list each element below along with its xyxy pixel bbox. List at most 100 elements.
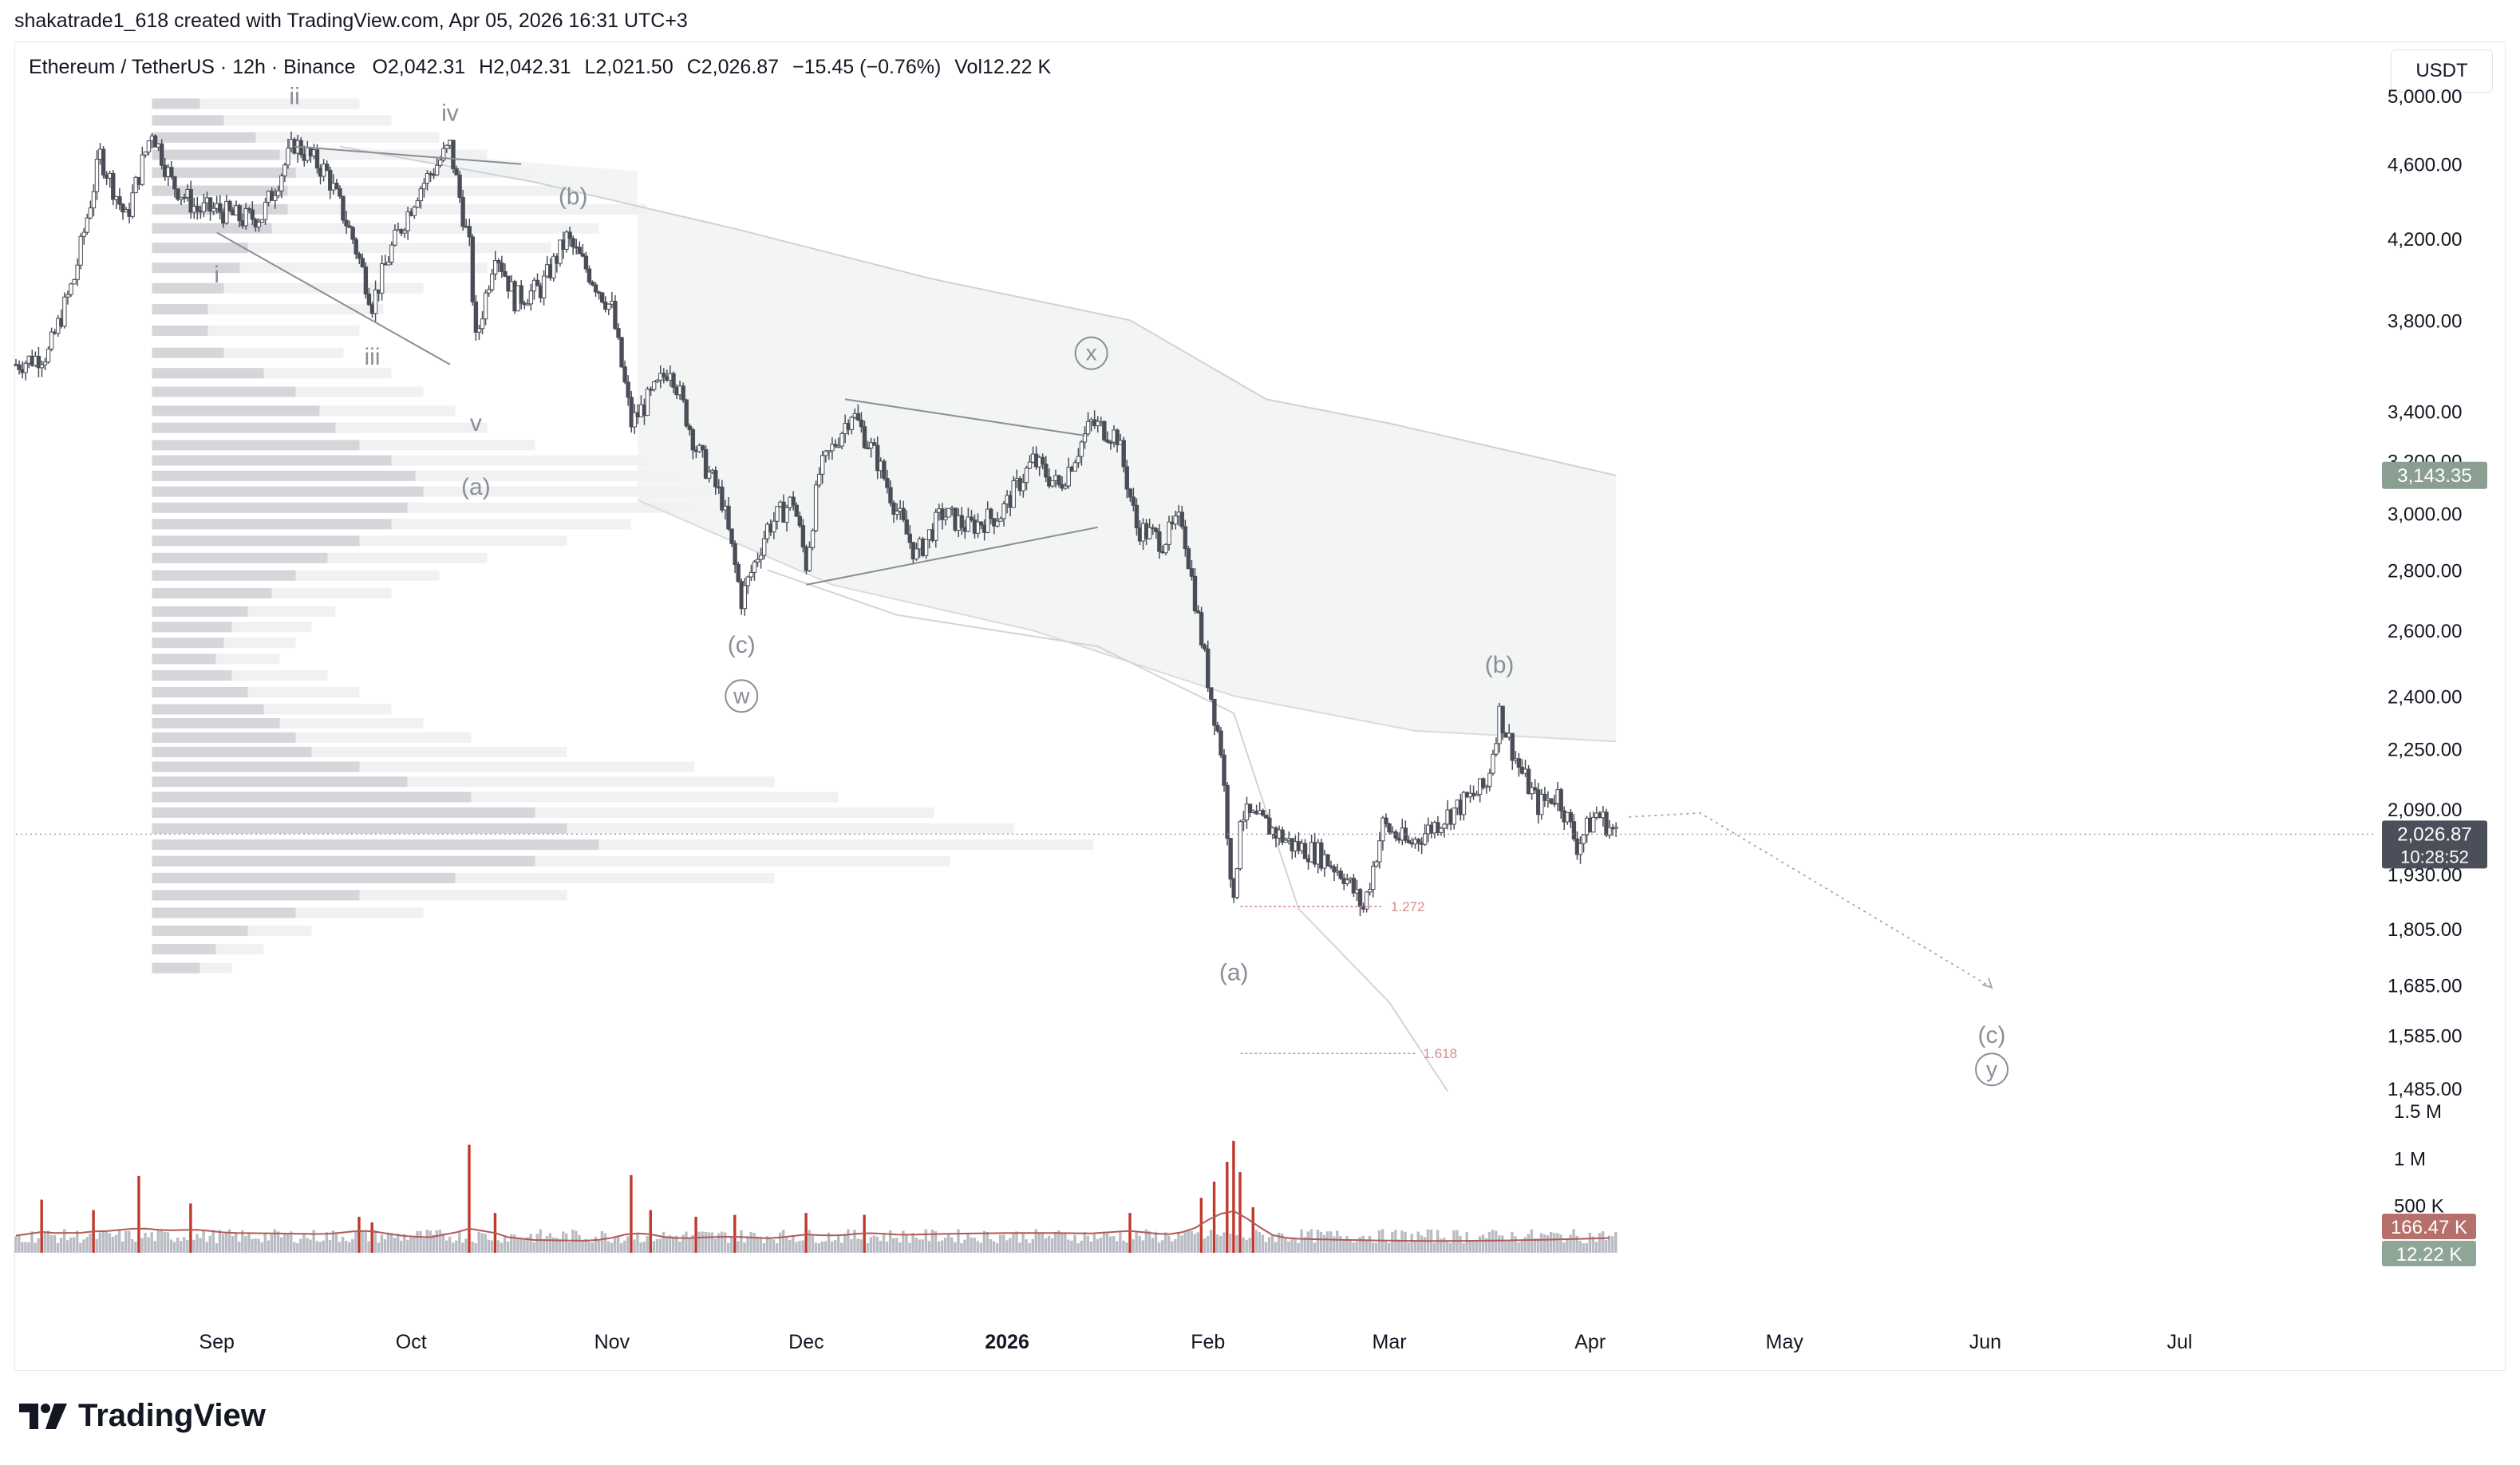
volume-bar [438,1230,442,1253]
volume-bar [558,1239,562,1253]
price-axis-tick: 2,800.00 [2388,560,2462,582]
volume-bar [1132,1239,1135,1253]
volume-bar [1031,1238,1034,1253]
volume-bar [18,1234,21,1253]
volume-bar [1287,1241,1290,1253]
candle-body [1173,515,1178,525]
wave-circle-label: y [1986,1056,1997,1081]
candle-body [1357,889,1363,907]
volume-bar [1361,1235,1365,1253]
volume-bar [218,1230,222,1253]
volume-bar [1021,1232,1025,1253]
symbol-title[interactable]: Ethereum / TetherUS · 12h · Binance [29,56,356,78]
volume-bar [1219,1235,1222,1253]
volume-bar [1504,1242,1507,1253]
volume-bar [1523,1237,1527,1253]
candle-body [567,231,572,239]
time-axis-tick: Mar [1373,1331,1407,1353]
volume-bar [710,1232,714,1253]
candle-body [891,502,896,515]
volume-bar [1462,1242,1465,1253]
volume-bar [1138,1235,1141,1253]
candle-body [940,508,945,520]
volume-bar [176,1237,180,1253]
candle-body [535,279,540,286]
candle-body [227,200,232,211]
volume-bar [1316,1230,1320,1253]
price-axis-tick: 4,200.00 [2388,229,2462,251]
volume-bar [1494,1230,1498,1253]
candle-body [551,255,556,278]
volume-bar [477,1231,480,1253]
candle-body [862,426,867,448]
volume-bar [1368,1235,1372,1253]
candle-body [590,281,595,286]
volume-bar [899,1242,902,1253]
candle-body [224,200,229,224]
volume-bar [756,1236,759,1253]
volume-bar [1459,1235,1462,1253]
candle-body [1206,648,1211,689]
candle-body [467,226,472,238]
volume-bar [979,1242,983,1253]
candle-body [1393,831,1398,839]
legend-low-label: L [584,56,596,78]
candle-body [17,364,22,370]
volume-bar [1553,1233,1556,1253]
volume-bar [134,1242,137,1253]
candle-body [758,555,764,560]
candle-body [1247,804,1253,813]
wave-circle-label: x [1086,341,1097,365]
volume-profile-bar [152,98,200,109]
volume-ma-badge-value: 166.47 K [2391,1217,2467,1238]
currency-selector[interactable]: USDT [2391,49,2493,93]
volume-bar [1248,1238,1251,1253]
price-badge-value: 3,143.35 [2397,465,2471,487]
volume-bar [772,1239,776,1253]
candle-body [1154,527,1159,532]
volume-bar [665,1236,669,1253]
volume-bar [425,1230,429,1253]
volume-bar [642,1242,646,1253]
volume-bar [1416,1231,1420,1253]
legend-close-label: C [686,56,701,78]
candle-body [681,385,685,401]
volume-bar [1125,1242,1128,1253]
volume-bar [1413,1241,1416,1253]
volume-bar [1439,1238,1443,1253]
candle-body [441,148,446,161]
volume-bar [565,1233,568,1253]
volume-bar [1591,1236,1595,1253]
volume-bar [1358,1237,1361,1253]
volume-bar [211,1230,215,1253]
volume-profile-bar [152,347,224,358]
candle-body [49,331,54,349]
volume-profile-bar [152,368,264,379]
volume-bar [260,1242,263,1253]
candle-body [1264,815,1269,819]
wave-label: i [214,262,219,288]
price-axis-tick: 2,600.00 [2388,621,2462,642]
candle-body [1481,778,1486,788]
volume-bar [688,1238,691,1253]
volume-bar [224,1232,228,1253]
volume-bar [1222,1232,1226,1253]
volume-bar [733,1214,737,1253]
volume-bar [393,1238,397,1253]
time-axis-tick: Feb [1191,1331,1225,1353]
volume-bar [1478,1236,1482,1253]
volume-profile-bar [152,167,296,178]
candle-body [159,143,164,166]
volume-bar [1108,1236,1112,1253]
volume-bar [856,1238,859,1253]
legend-vol: 12.22 K [982,56,1052,78]
volume-bar [1005,1240,1009,1253]
candle-body [69,283,73,295]
volume-bar [150,1232,153,1253]
volume-bar [1322,1234,1326,1253]
volume-bar [833,1240,837,1253]
volume-bar [792,1237,795,1253]
time-axis-tick: Jul [2166,1331,2192,1353]
trendline [216,231,451,365]
